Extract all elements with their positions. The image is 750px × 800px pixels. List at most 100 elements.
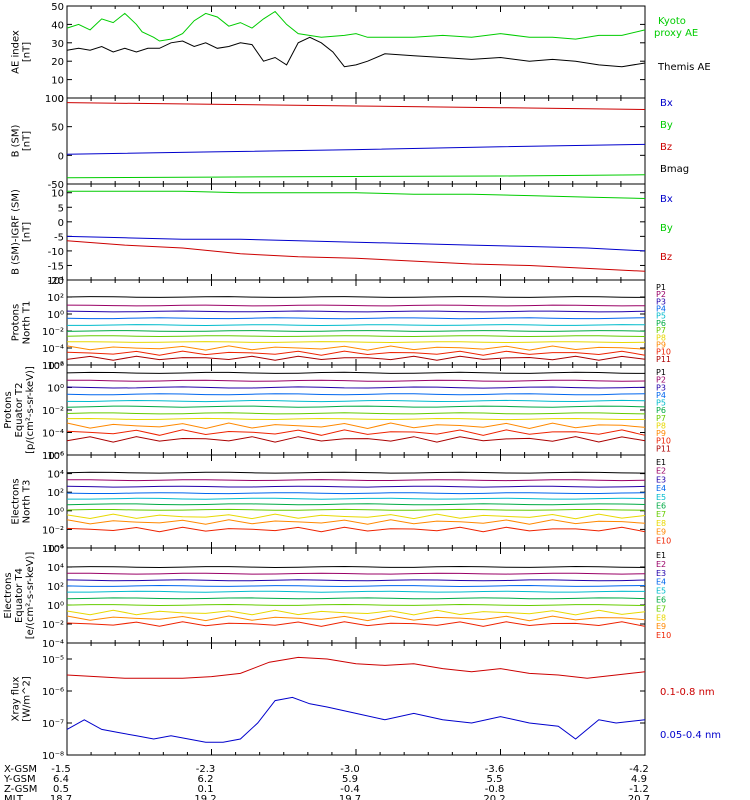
legend-p6: P6: [656, 406, 666, 415]
panel-frame: [66, 547, 646, 644]
legend-e1: E1: [656, 458, 666, 467]
legend-p7: P7: [656, 414, 666, 423]
y-axis-label: [e/(cm²-s-sr-keV)]: [25, 552, 36, 640]
x-axis-tick-value: 6.2: [198, 774, 214, 785]
legend-xray-short: 0.05-0.4 nm: [660, 730, 721, 741]
x-axis-tick-value: -0.8: [485, 784, 505, 795]
legend-e2: E2: [656, 560, 666, 569]
panel-frame: [66, 183, 646, 281]
y-tick-label: 10²: [47, 293, 64, 304]
legend-e8: E8: [656, 613, 666, 622]
legend-e3: E3: [656, 475, 666, 484]
legend-kyoto-proxy-ae-line2: proxy AE: [654, 28, 698, 39]
y-tick-label: 10⁰: [47, 384, 64, 395]
x-axis-tick-value: -3.6: [485, 764, 505, 775]
channel-line-p9: [66, 422, 646, 430]
legend-p7: P7: [656, 326, 666, 335]
y-axis-label-group: B (SM)-IGRF (SM) [nT]: [11, 189, 33, 275]
legend-e5: E5: [656, 587, 666, 596]
y-tick-label: 10⁴: [47, 470, 64, 481]
y-tick-label: 100: [45, 94, 64, 105]
channel-line-p2: [66, 304, 646, 307]
channel-line-e10: [66, 526, 646, 533]
legend-xray-long: 0.1-0.8 nm: [660, 687, 715, 698]
series-line-bx: [66, 143, 646, 155]
channel-line-p3: [66, 310, 646, 313]
x-axis-row-label: Y-GSM: [3, 774, 36, 785]
channel-line-e3: [66, 485, 646, 488]
channel-line-e7: [66, 508, 646, 511]
channel-line-e2: [67, 479, 646, 482]
y-axis-label-group: Electrons Equator T4 [e/(cm²-s-sr-keV)]: [3, 552, 36, 640]
legend-e4: E4: [656, 578, 666, 587]
channel-line-e4: [66, 584, 646, 588]
channel-line-p7: [66, 335, 646, 338]
channel-line-e7: [66, 603, 646, 607]
legend-p3: P3: [656, 383, 666, 392]
x-axis-row-label: X-GSM: [4, 764, 37, 775]
series-line-by: [66, 174, 646, 179]
y-tick-label: 10⁻⁶: [42, 687, 64, 698]
series-line-bz: [66, 102, 646, 110]
y-axis-label: [nT]: [22, 222, 33, 242]
y-tick-label: 50: [51, 2, 64, 13]
channel-line-e8: [66, 609, 646, 616]
legend-e1: E1: [656, 551, 666, 560]
legend-p1: P1: [656, 283, 666, 292]
channel-line-e1: [66, 471, 646, 474]
y-tick-label: 10⁻⁴: [42, 344, 64, 355]
y-tick-label: -5: [54, 232, 64, 243]
y-tick-label: 0: [58, 94, 64, 105]
channel-line-p8: [66, 417, 646, 421]
legend-e6: E6: [656, 596, 666, 605]
x-axis-tick-value: -1.5: [51, 764, 71, 775]
panel-frame: [66, 97, 646, 185]
x-axis-tick-value: -3.0: [340, 764, 360, 775]
legend-b-bmag: Bmag: [660, 164, 689, 175]
channel-line-p5: [66, 399, 646, 403]
legend-p11: P11: [656, 355, 671, 364]
x-axis-tick-value: 20.2: [483, 794, 505, 800]
y-tick-label: 10²: [47, 582, 64, 593]
y-axis-label: Electrons: [3, 572, 14, 618]
channel-line-p8: [66, 341, 646, 344]
y-tick-label: 30: [51, 39, 64, 50]
legend-p9: P9: [656, 429, 666, 438]
legend-b-bx: Bx: [660, 98, 673, 109]
y-axis-label-group: Protons North T1: [11, 301, 33, 345]
legend-p2: P2: [656, 376, 666, 385]
x-axis-tick-value: 6.4: [53, 774, 69, 785]
legend-p8: P8: [656, 333, 666, 342]
channel-line-p6: [66, 405, 646, 408]
y-axis-label: [W/m^2]: [22, 676, 33, 722]
channel-line-p4: [66, 393, 646, 396]
channel-line-p3: [66, 386, 646, 389]
legend-p10: P10: [656, 437, 671, 446]
x-axis-tick-value: -1.2: [629, 784, 649, 795]
channel-line-e5: [67, 590, 646, 593]
channel-line-p9: [66, 345, 646, 351]
legend-kyoto-proxy-ae: Kyoto: [658, 16, 686, 27]
y-tick-label: 10⁰: [47, 601, 64, 612]
y-tick-label: -10: [48, 247, 64, 258]
y-axis-label: Protons: [3, 391, 14, 428]
y-tick-label: 10⁰: [47, 507, 64, 518]
y-tick-label: 10⁻⁶: [42, 451, 64, 462]
x-axis-tick-value: 4.9: [631, 774, 647, 785]
series-line-bx: [66, 235, 646, 252]
y-axis-label: North T3: [22, 480, 33, 524]
legend-p9: P9: [656, 340, 666, 349]
y-axis-label: North T1: [22, 301, 33, 345]
channel-line-p2: [67, 379, 646, 382]
y-tick-label: 40: [51, 20, 64, 31]
legend-b-bz: Bz: [660, 142, 672, 153]
legend-b-by: By: [660, 120, 673, 131]
y-tick-label: -15: [48, 261, 64, 272]
x-axis-tick-value: 5.5: [487, 774, 503, 785]
y-tick-label: 10⁻⁴: [42, 429, 64, 440]
legend-e2: E2: [656, 467, 666, 476]
y-axis-label: AE index: [11, 30, 22, 74]
x-axis-row-label: MLT: [4, 794, 24, 800]
channel-line-e4: [66, 492, 646, 495]
